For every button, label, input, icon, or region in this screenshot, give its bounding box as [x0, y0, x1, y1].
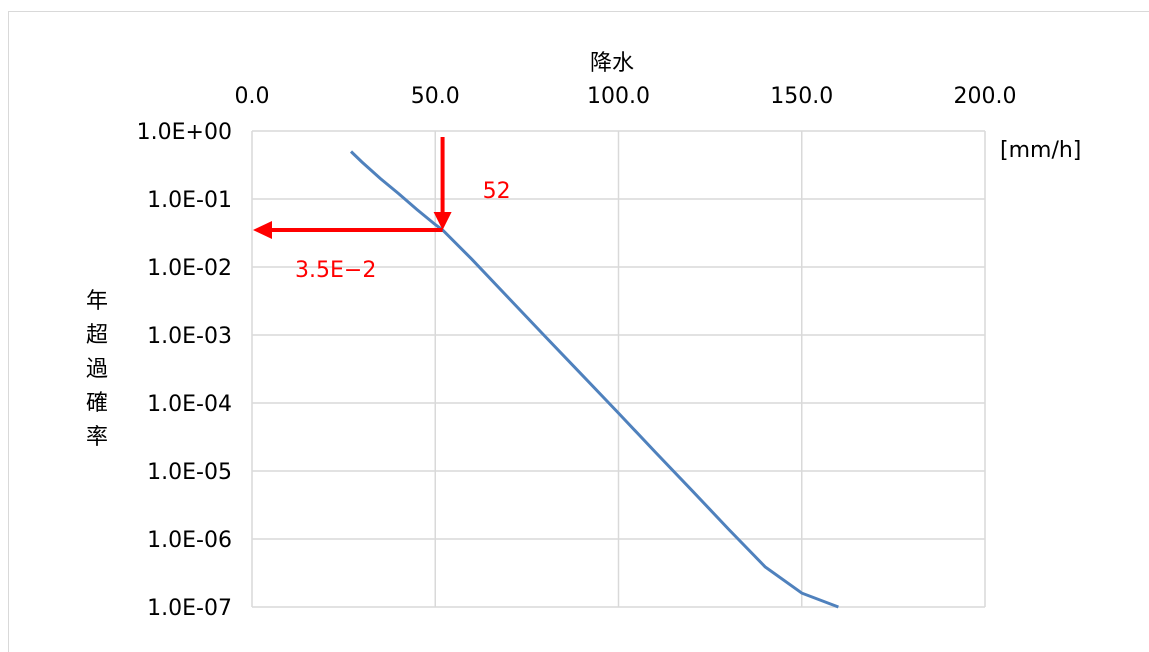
x-tick-label: 150.0: [770, 84, 833, 109]
annotations: 52 3.5E−2: [253, 137, 511, 283]
chart-frame: [8, 11, 1149, 652]
y-axis-title-char: 過: [86, 357, 108, 382]
y-axis-title: 年超過確率: [86, 289, 108, 450]
y-tick-labels: 1.0E+00 1.0E-01 1.0E-02 1.0E-03 1.0E-04 1.0E-…: [137, 120, 232, 621]
y-tick-label: 1.0E-02: [147, 256, 232, 281]
y-tick-label: 1.0E-01: [147, 188, 232, 213]
x-tick-label: 50.0: [411, 84, 460, 109]
y-tick-label: 1.0E-05: [147, 460, 232, 485]
x-tick-label: 200.0: [954, 84, 1017, 109]
x-tick-labels: 0.0 50.0 100.0 150.0 200.0: [235, 84, 1017, 109]
annotation-label-x: 52: [483, 179, 511, 204]
annotation-label-y: 3.5E−2: [295, 258, 376, 283]
series-line: [349, 150, 839, 609]
y-tick-label: 1.0E-07: [147, 596, 232, 621]
x-axis-unit: [mm/h]: [1000, 138, 1081, 163]
x-tick-label: 0.0: [235, 84, 270, 109]
y-tick-label: 1.0E-06: [147, 528, 232, 553]
gridlines: [251, 130, 986, 608]
annotation-arrowhead-down: [433, 212, 452, 231]
y-tick-label: 1.0E+00: [137, 120, 232, 145]
y-tick-label: 1.0E-04: [147, 392, 232, 417]
y-axis-title-char: 年: [86, 289, 108, 314]
y-axis-title-char: 超: [86, 323, 108, 348]
x-tick-label: 100.0: [587, 84, 650, 109]
y-axis-title-char: 率: [86, 425, 108, 450]
y-axis-title-char: 確: [86, 391, 108, 416]
y-tick-label: 1.0E-03: [147, 324, 232, 349]
x-axis-title: 降水: [590, 51, 634, 76]
annotation-arrowhead-left: [253, 221, 272, 240]
